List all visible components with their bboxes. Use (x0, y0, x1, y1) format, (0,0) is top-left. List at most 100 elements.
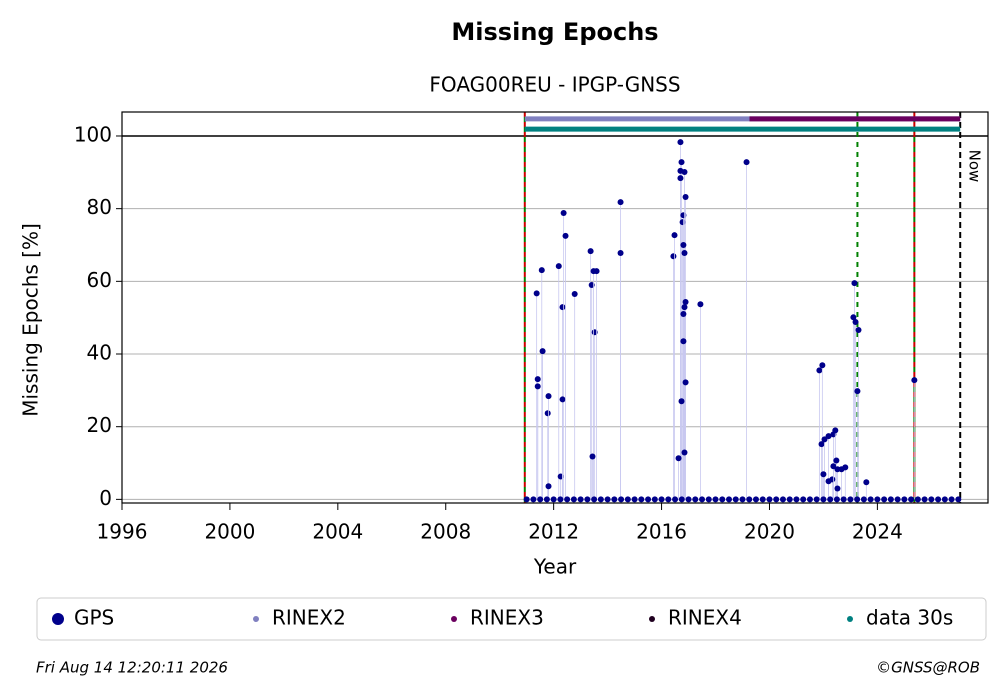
data-point (534, 383, 541, 390)
chart-title: Missing Epochs (451, 18, 658, 46)
data-point (617, 249, 624, 256)
data-point (860, 496, 867, 503)
y-tick-label: 20 (87, 413, 112, 437)
legend-marker (52, 613, 64, 625)
data-point (564, 496, 571, 503)
data-point (827, 496, 834, 503)
data-point (681, 449, 688, 456)
data-point (584, 496, 591, 503)
data-point (914, 496, 921, 503)
data-point (680, 241, 687, 248)
data-point (928, 496, 935, 503)
data-point (678, 496, 685, 503)
data-point (850, 314, 857, 321)
y-tick-label: 0 (99, 486, 112, 510)
data-point (530, 496, 537, 503)
data-point (562, 232, 569, 239)
data-point (842, 464, 849, 471)
data-point (773, 496, 780, 503)
data-point (855, 327, 862, 334)
legend-label: GPS (74, 606, 114, 630)
footer-credit: ©GNSS@ROB (876, 659, 980, 677)
x-tick-label: 2000 (204, 520, 255, 544)
data-point (550, 496, 557, 503)
legend-marker (253, 616, 259, 622)
data-point (752, 496, 759, 503)
data-point (591, 496, 598, 503)
y-axis-label: Missing Epochs [%] (19, 223, 43, 417)
data-point (677, 139, 684, 146)
data-point (537, 496, 544, 503)
data-point (941, 496, 948, 503)
data-point (786, 496, 793, 503)
data-point (593, 268, 600, 275)
data-point (887, 496, 894, 503)
data-point (833, 457, 840, 464)
data-point (829, 476, 836, 483)
data-point (732, 496, 739, 503)
data-point (819, 362, 826, 369)
data-point (617, 199, 624, 206)
data-point (699, 496, 706, 503)
data-point (670, 253, 677, 260)
data-point (692, 496, 699, 503)
data-point (571, 291, 578, 298)
data-point (604, 496, 611, 503)
data-point (570, 496, 577, 503)
legend-label: data 30s (866, 606, 953, 630)
now-label: Now (966, 150, 984, 183)
data-point (911, 377, 918, 384)
data-point (543, 496, 550, 503)
data-point (672, 496, 679, 503)
y-tick-label: 100 (74, 122, 112, 146)
data-point (587, 248, 594, 255)
legend-marker (649, 616, 655, 622)
data-point (534, 376, 541, 383)
legend-marker (451, 616, 457, 622)
data-point (631, 496, 638, 503)
plot-frame (121, 111, 989, 504)
data-point (854, 496, 861, 503)
data-point (854, 388, 861, 395)
data-point (577, 496, 584, 503)
data-point (675, 455, 682, 462)
data-point (538, 267, 545, 274)
data-point (813, 496, 820, 503)
data-point (935, 496, 942, 503)
data-point (867, 496, 874, 503)
data-point (560, 210, 567, 217)
data-point (840, 496, 847, 503)
data-point (681, 168, 688, 175)
data-point (681, 304, 688, 311)
data-point (533, 290, 540, 297)
x-tick-label: 2004 (312, 520, 363, 544)
x-tick-label: 2016 (636, 520, 687, 544)
data-point (894, 496, 901, 503)
data-point (611, 496, 618, 503)
data-point (681, 249, 688, 256)
data-point (743, 159, 750, 166)
data-point (665, 496, 672, 503)
data-point (746, 496, 753, 503)
legend-label: RINEX4 (668, 606, 742, 630)
data-point (624, 496, 631, 503)
legend-label: RINEX2 (272, 606, 346, 630)
data-point (705, 496, 712, 503)
data-point (847, 496, 854, 503)
data-point (677, 175, 684, 182)
data-point (523, 496, 530, 503)
data-point (881, 496, 888, 503)
data-point (852, 319, 859, 326)
data-point (908, 496, 915, 503)
data-point (820, 471, 827, 478)
data-point (779, 496, 786, 503)
legend-label: RINEX3 (470, 606, 544, 630)
data-point (834, 485, 841, 492)
x-tick-label: 2008 (420, 520, 471, 544)
data-point (539, 348, 546, 355)
x-axis-label: Year (533, 555, 577, 579)
y-tick-label: 60 (87, 268, 112, 292)
x-tick-label: 1996 (97, 520, 148, 544)
